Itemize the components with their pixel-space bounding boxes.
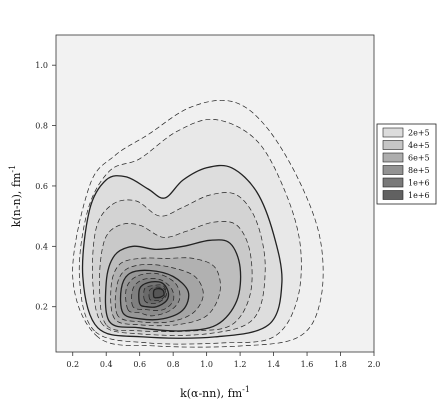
legend: 2e+5 4e+5 6e+5 8e+5 1e+6 1e+6 [376,123,437,205]
y-tick-label: 0.4 [35,242,48,251]
y-tick-label: 0.2 [35,303,48,312]
legend-swatch [382,165,404,175]
x-tick-label: 0.4 [100,360,113,369]
legend-swatch [382,190,404,200]
legend-swatch [382,140,404,150]
legend-swatch [382,127,404,138]
legend-label: 1e+6 [408,179,430,188]
y-tick-label: 0.8 [35,122,48,131]
y-axis-label: k(n-n), fm-1 [8,165,23,227]
x-tick-label: 1.0 [200,360,213,369]
x-tick-label: 1.4 [267,360,280,369]
x-tick-label: 1.6 [301,360,314,369]
x-tick-label: 0.8 [167,360,180,369]
legend-label: 6e+5 [408,154,430,163]
legend-swatch [382,177,404,188]
legend-label: 4e+5 [408,141,430,150]
legend-label: 1e+6 [408,191,430,200]
y-axis: 0.2 0.4 0.6 0.8 1.0 [35,61,56,312]
x-tick-label: 1.8 [334,360,347,369]
x-tick-label: 0.2 [66,360,79,369]
contour-level-15 [152,287,165,299]
legend-swatch [382,152,404,163]
x-axis-label: k(α-nn), fm-1 [180,385,250,400]
x-tick-label: 0.6 [133,360,146,369]
plot-frame [55,34,375,353]
x-axis: 0.2 0.4 0.6 0.8 1.0 1.2 1.4 1.6 1.8 2.0 [66,352,380,369]
x-tick-label: 2.0 [368,360,381,369]
contour-layers [72,99,324,348]
legend-label: 8e+5 [408,166,430,175]
y-tick-label: 1.0 [35,61,48,70]
legend-label: 2e+5 [408,129,430,138]
y-tick-label: 0.6 [35,182,48,191]
x-tick-label: 1.2 [234,360,247,369]
